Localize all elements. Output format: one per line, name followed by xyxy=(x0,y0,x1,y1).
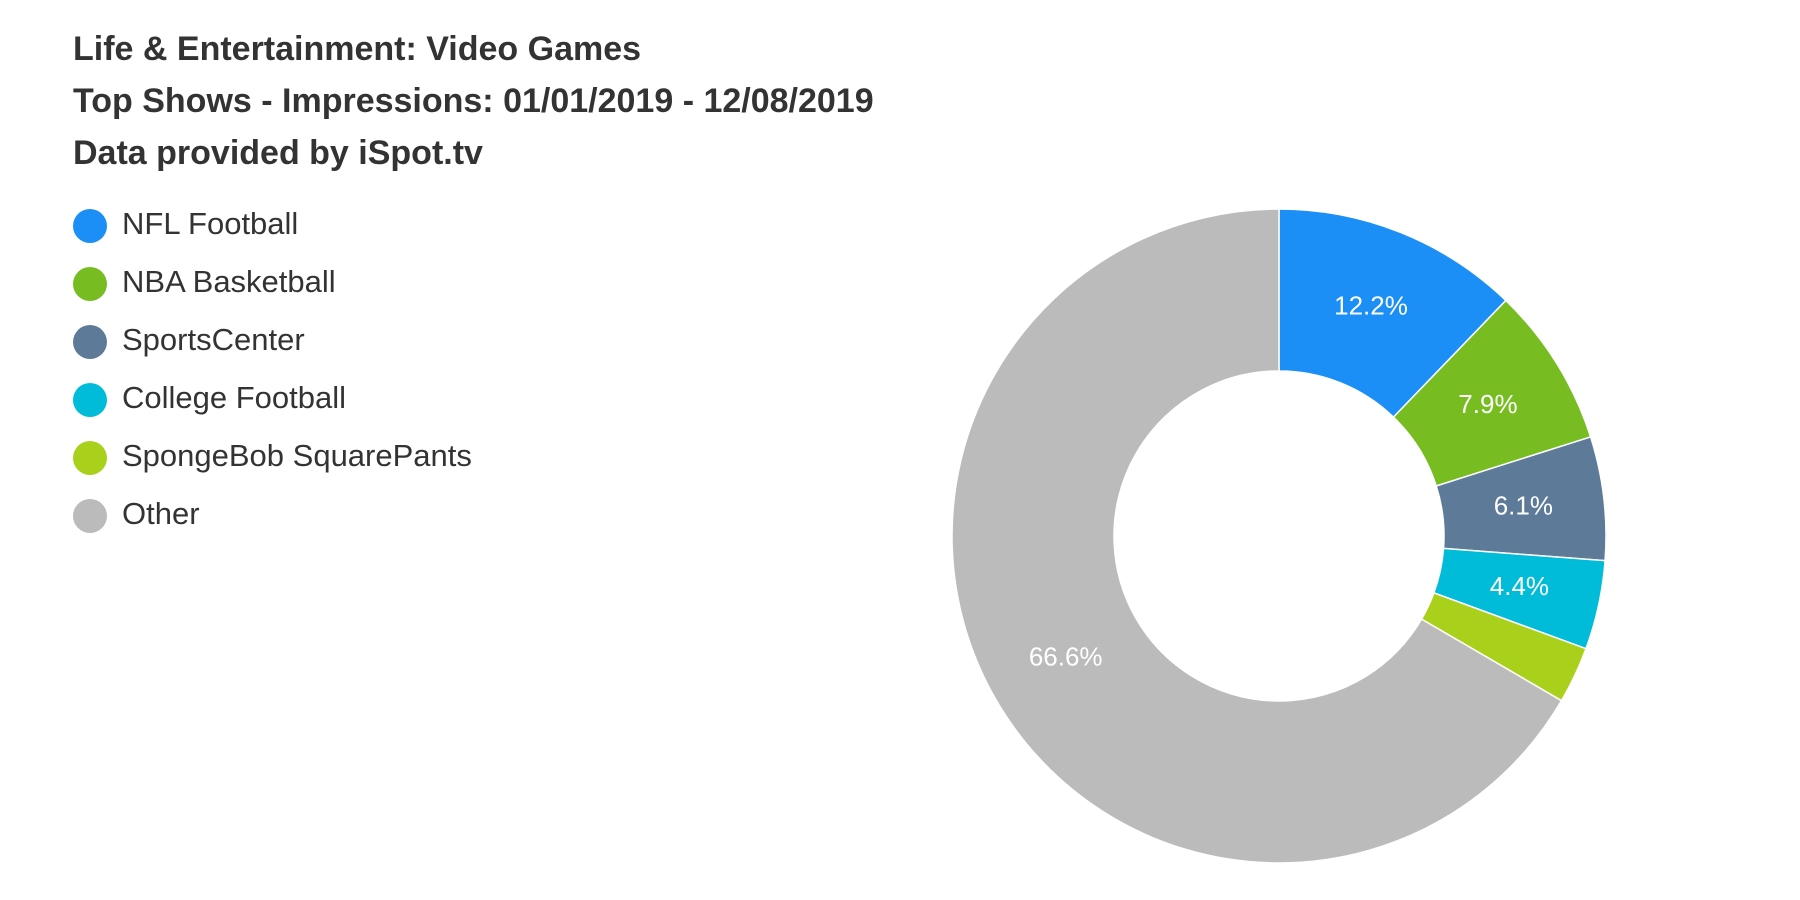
chart-source: Data provided by iSpot.tv xyxy=(73,134,483,172)
chart-title: Life & Entertainment: Video Games xyxy=(73,30,641,68)
chart-subtitle: Top Shows - Impressions: 01/01/2019 - 12… xyxy=(73,82,874,120)
slice-label: 4.4% xyxy=(1490,571,1549,601)
slice-label: 12.2% xyxy=(1334,291,1408,321)
legend-swatch xyxy=(73,267,107,301)
slice xyxy=(1278,208,1507,419)
legend-swatch xyxy=(73,209,107,243)
legend-swatch xyxy=(73,499,107,533)
legend-label: NBA Basketball xyxy=(122,264,336,299)
slice-label: 7.9% xyxy=(1458,389,1517,419)
legend-label: SportsCenter xyxy=(122,322,305,357)
legend-label: SpongeBob SquarePants xyxy=(122,438,472,473)
legend-swatch xyxy=(73,441,107,475)
slice-label: 6.1% xyxy=(1494,490,1553,520)
legend-label: Other xyxy=(122,496,200,531)
slice-label: 66.6% xyxy=(1029,641,1103,671)
slice xyxy=(951,208,1563,864)
legend-label: College Football xyxy=(122,380,346,415)
legend-label: NFL Football xyxy=(122,206,298,241)
legend-swatch xyxy=(73,325,107,359)
legend-swatch xyxy=(73,383,107,417)
